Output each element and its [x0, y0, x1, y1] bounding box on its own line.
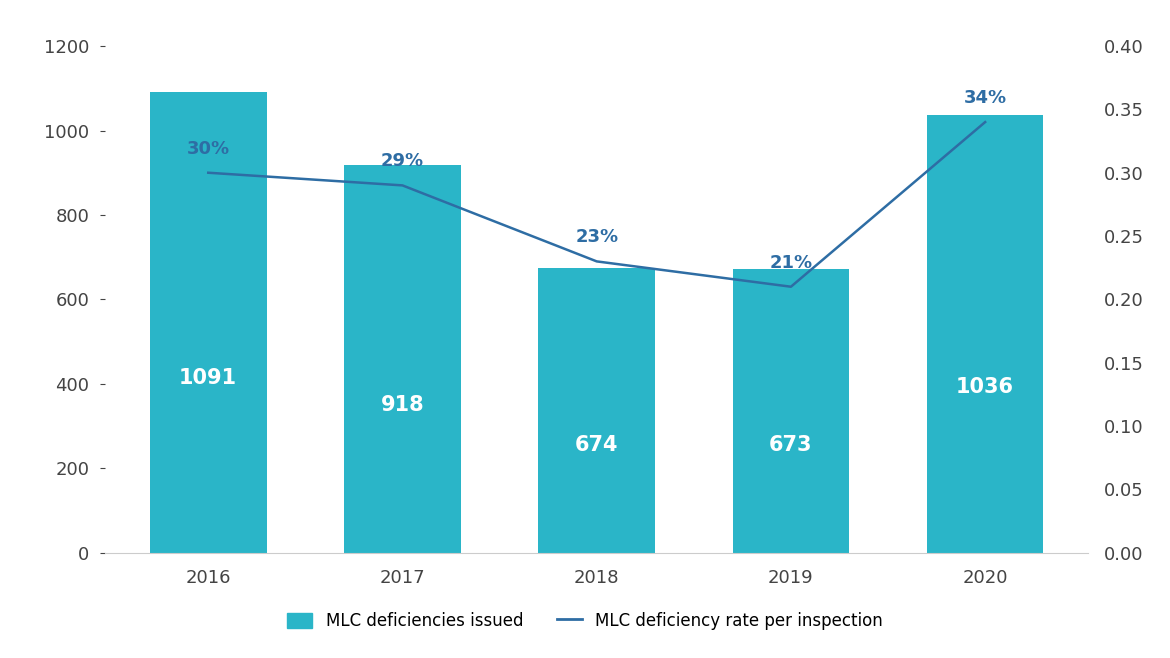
Text: 673: 673 [769, 435, 813, 455]
Bar [732, 268, 849, 553]
Bar [344, 165, 461, 553]
Text: 30%: 30% [187, 139, 229, 157]
Text: 21%: 21% [770, 253, 812, 272]
Bar [538, 268, 655, 553]
Text: 1091: 1091 [179, 368, 238, 388]
Text: 29%: 29% [381, 152, 424, 170]
Text: 34%: 34% [964, 89, 1006, 107]
Text: 1036: 1036 [956, 376, 1014, 397]
Bar [150, 92, 267, 553]
Legend: MLC deficiencies issued, MLC deficiency rate per inspection: MLC deficiencies issued, MLC deficiency … [281, 605, 889, 636]
Text: 23%: 23% [576, 228, 618, 246]
Bar [927, 115, 1044, 553]
Text: 674: 674 [574, 434, 619, 455]
Text: 918: 918 [380, 395, 425, 415]
